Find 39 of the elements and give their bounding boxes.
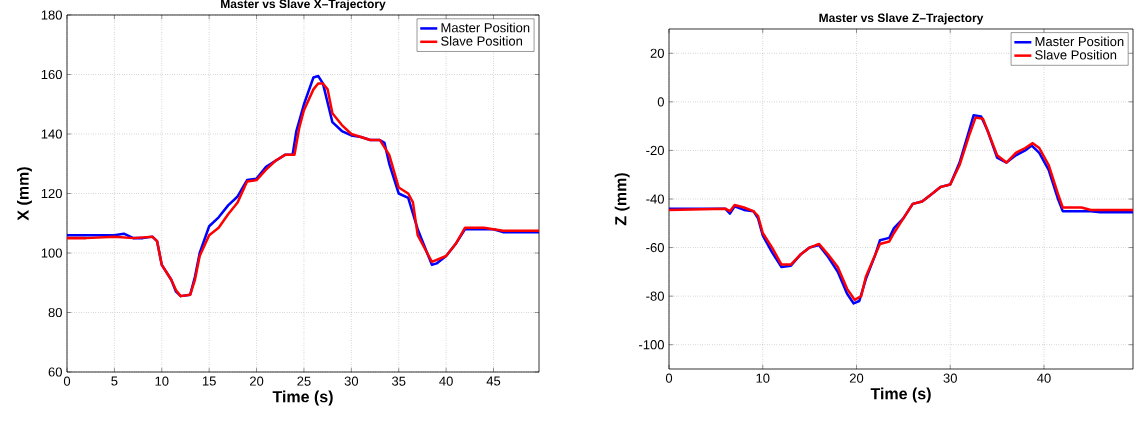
x-tick-label: 0 bbox=[63, 376, 71, 386]
y-tick-label: 180 bbox=[41, 10, 62, 20]
x-tick-label: 15 bbox=[202, 376, 216, 386]
x-tick-label: 30 bbox=[344, 376, 359, 386]
y-tick-label: -100 bbox=[639, 340, 664, 350]
x-tick-label: 10 bbox=[756, 373, 770, 383]
chart-title: Master vs Slave X–Trajectory bbox=[221, 0, 386, 11]
x-tick-label: 40 bbox=[1037, 373, 1051, 383]
y-tick-label: 80 bbox=[48, 307, 62, 318]
legend-label: Slave Position bbox=[441, 36, 523, 46]
x-tick-label: 45 bbox=[486, 376, 501, 386]
y-tick-label: 140 bbox=[41, 129, 62, 139]
y-tick-label: -60 bbox=[646, 242, 664, 253]
y-tick-label: -40 bbox=[646, 194, 664, 204]
x-axis-title: Time (s) bbox=[870, 387, 931, 403]
x-axis-title: Time (s) bbox=[272, 390, 333, 406]
y-tick-label: 20 bbox=[650, 48, 664, 58]
legend-label: Master Position bbox=[441, 22, 530, 33]
legend-label: Slave Position bbox=[1035, 49, 1117, 60]
y-axis-title: Z (mm) bbox=[614, 173, 630, 226]
x-tick-label: 40 bbox=[439, 376, 453, 386]
y-tick-label: -20 bbox=[646, 145, 664, 156]
y-tick-label: -80 bbox=[646, 291, 664, 301]
y-tick-label: 0 bbox=[657, 97, 664, 107]
y-tick-label: 60 bbox=[48, 367, 62, 377]
x-tick-label: 5 bbox=[111, 376, 118, 386]
y-tick-label: 120 bbox=[41, 188, 62, 199]
chart-title: Master vs Slave Z–Trajectory bbox=[819, 13, 984, 25]
y-tick-label: 100 bbox=[41, 248, 62, 258]
x-tick-label: 30 bbox=[943, 373, 957, 383]
x-tick-label: 25 bbox=[297, 376, 311, 386]
x-tick-label: 35 bbox=[392, 376, 406, 386]
x-tick-label: 10 bbox=[155, 376, 169, 386]
x-tick-label: 20 bbox=[249, 376, 264, 386]
y-tick-label: 160 bbox=[41, 69, 62, 80]
x-tick-label: 0 bbox=[665, 373, 673, 383]
legend-label: Master Position bbox=[1035, 36, 1124, 47]
y-axis-title: X (mm) bbox=[17, 167, 32, 221]
x-tick-label: 20 bbox=[849, 373, 864, 383]
